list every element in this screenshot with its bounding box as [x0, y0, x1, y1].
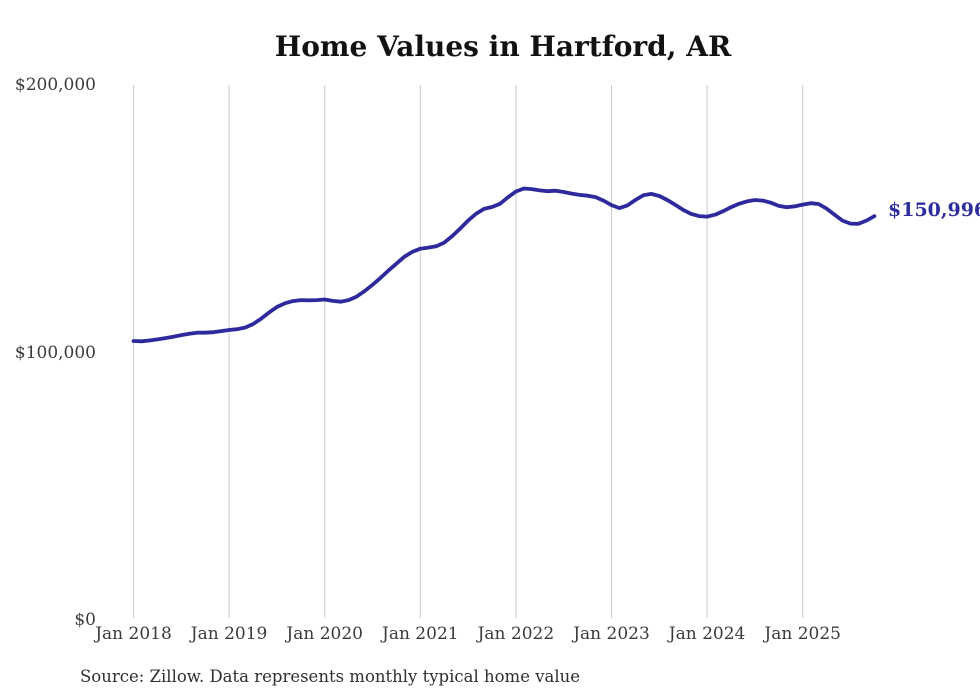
x-tick-label: Jan 2023	[573, 624, 650, 644]
x-tick-label: Jan 2021	[382, 624, 459, 644]
x-tick-label: Jan 2025	[764, 624, 841, 644]
x-tick-label: Jan 2024	[668, 624, 746, 644]
gridline-group	[133, 85, 804, 618]
chart-title: Home Values in Hartford, AR	[274, 30, 732, 63]
y-tick-label: $100,000	[14, 342, 96, 363]
x-tick-label: Jan 2020	[286, 624, 363, 644]
latest-value-label: $150,996	[888, 199, 980, 221]
x-tick-label: Jan 2019	[190, 624, 268, 644]
x-tick-label: Jan 2022	[477, 624, 555, 644]
y-tick-label: $0	[74, 610, 96, 630]
y-tick-label: $200,000	[14, 75, 96, 95]
home-value-line	[131, 186, 877, 344]
x-tick-label: Jan 2018	[95, 624, 172, 644]
source-note: Source: Zillow. Data represents monthly …	[80, 667, 581, 686]
